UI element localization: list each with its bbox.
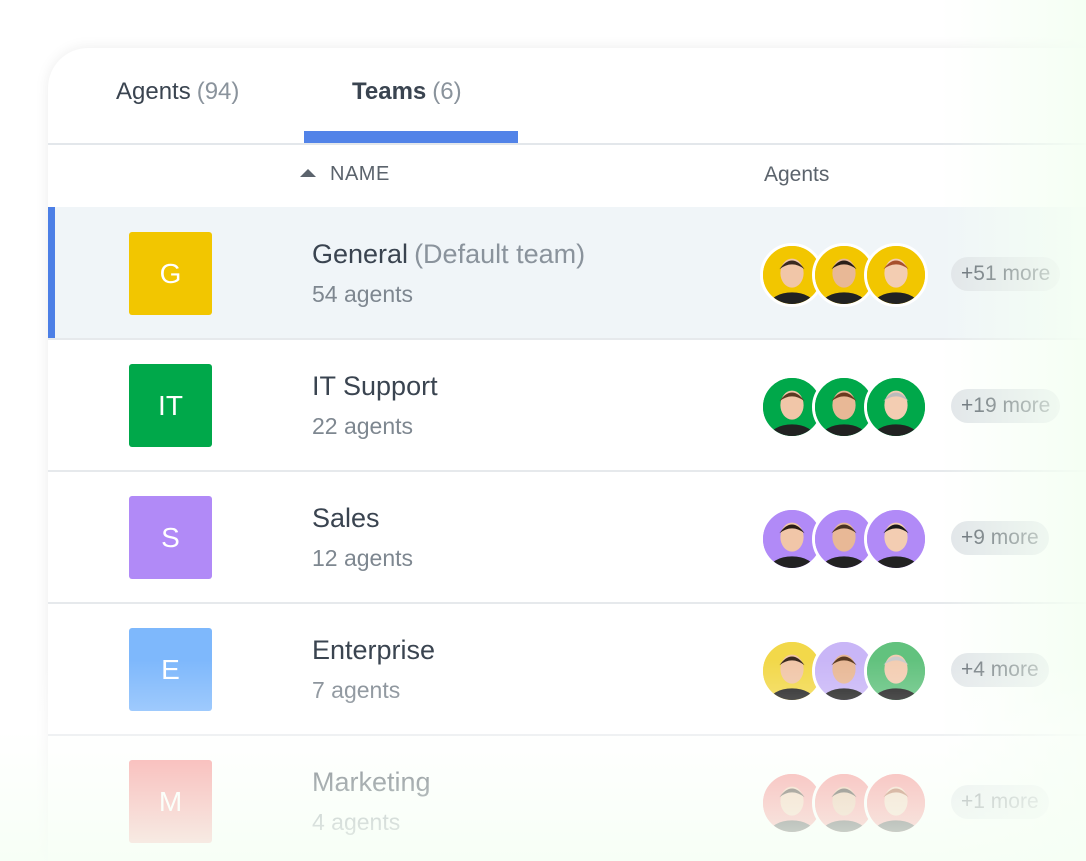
team-name-text: General: [312, 239, 409, 269]
team-initial: E: [161, 653, 180, 685]
tab-agents[interactable]: Agents (94): [116, 78, 239, 106]
team-tile: G: [129, 232, 212, 315]
column-header-name[interactable]: NAME: [300, 163, 390, 186]
team-initial: G: [159, 257, 182, 289]
team-name: Sales: [312, 503, 386, 534]
active-tab-indicator: [304, 131, 518, 143]
more-agents-badge[interactable]: +19 more: [951, 389, 1061, 423]
column-header-agents: Agents: [764, 163, 830, 186]
team-name: IT Support: [312, 371, 444, 402]
team-row[interactable]: IT IT Support 22 agents +19 more: [48, 339, 1086, 472]
more-agents-badge[interactable]: +1 more: [951, 785, 1049, 819]
teams-panel: Agents (94) Teams (6) NAME Agents G Genera…: [48, 48, 1086, 861]
team-name: General (Default team): [312, 239, 585, 270]
team-tile: IT: [129, 364, 212, 447]
more-agents-badge[interactable]: +51 more: [951, 257, 1061, 291]
team-tile: M: [129, 760, 212, 843]
tab-count: (94): [196, 78, 240, 105]
agent-avatar: [760, 375, 824, 439]
agent-avatars: [760, 639, 928, 703]
team-row[interactable]: E Enterprise 7 agents +4 more: [48, 603, 1086, 736]
team-agent-count: 12 agents: [312, 545, 414, 571]
team-agent-count: 4 agents: [312, 809, 401, 835]
team-name-text: Sales: [312, 503, 380, 533]
team-agent-count: 22 agents: [312, 413, 414, 439]
agent-avatars: [760, 507, 928, 571]
tab-label: Teams: [352, 78, 427, 105]
team-name: Enterprise: [312, 635, 441, 666]
tab-teams[interactable]: Teams (6): [352, 78, 462, 106]
agent-avatars: [760, 771, 928, 835]
more-agents-badge[interactable]: +9 more: [951, 521, 1049, 555]
team-agent-count: 7 agents: [312, 677, 401, 703]
team-name-text: Marketing: [312, 767, 431, 797]
agent-avatar: [864, 771, 928, 835]
team-initial: IT: [158, 389, 183, 421]
team-initial: M: [158, 785, 183, 817]
tab-label: Agents: [116, 78, 191, 105]
team-note: (Default team): [414, 239, 586, 269]
agent-avatar: [864, 375, 928, 439]
team-tile: S: [129, 496, 212, 579]
team-row[interactable]: S Sales 12 agents +9 more: [48, 471, 1086, 604]
agent-avatars: [760, 375, 928, 439]
agent-avatar: [864, 243, 928, 307]
tab-count: (6): [432, 78, 462, 105]
agent-avatar: [812, 243, 876, 307]
more-agents-badge[interactable]: +4 more: [951, 653, 1049, 687]
agent-avatar: [760, 507, 824, 571]
table-header: NAME Agents: [48, 145, 1086, 209]
sort-ascending-icon: [300, 169, 316, 177]
team-row[interactable]: M Marketing 4 agents +1 more: [48, 735, 1086, 859]
team-initial: S: [161, 521, 180, 553]
tab-bar: Agents (94) Teams (6): [48, 48, 1086, 145]
team-name-text: IT Support: [312, 371, 438, 401]
agent-avatar: [864, 639, 928, 703]
agent-avatar: [760, 243, 824, 307]
team-tile: E: [129, 628, 212, 711]
team-agent-count: 54 agents: [312, 281, 414, 307]
team-name: Marketing: [312, 767, 437, 798]
agent-avatar: [864, 507, 928, 571]
team-row[interactable]: G General (Default team) 54 agents +51 mo…: [48, 207, 1086, 340]
agent-avatars: [760, 243, 928, 307]
team-name-text: Enterprise: [312, 635, 436, 665]
column-label: NAME: [330, 163, 390, 185]
